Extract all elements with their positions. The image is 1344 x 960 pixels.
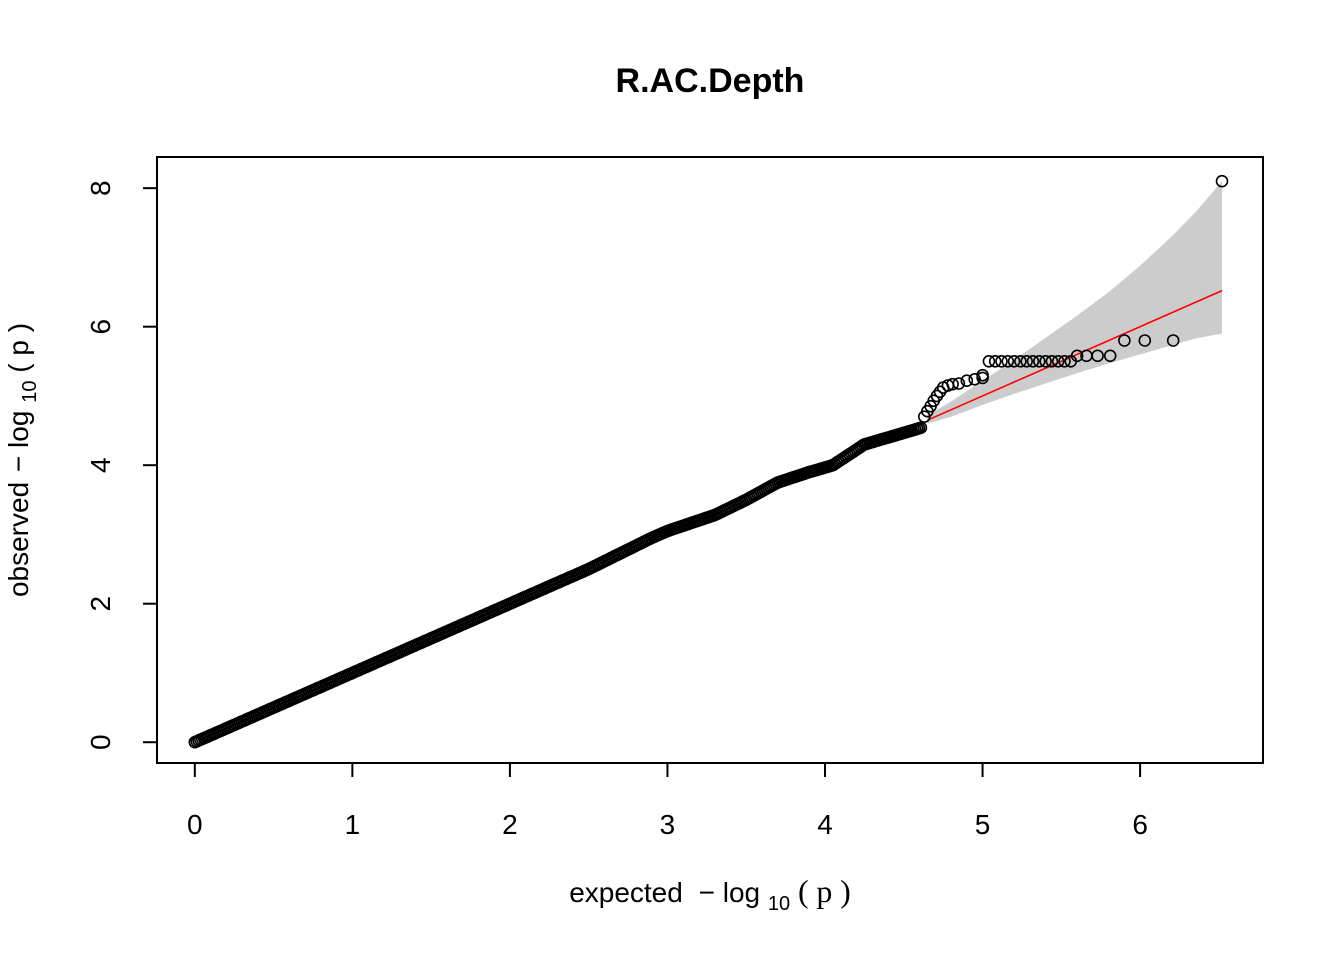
point bbox=[1039, 354, 1052, 368]
y-tick-label: 6 bbox=[85, 319, 116, 335]
y-axis-label-open: ( bbox=[3, 363, 34, 373]
point bbox=[914, 421, 928, 435]
x-tick-label: 6 bbox=[1132, 809, 1148, 840]
y-axis: 0 2 4 6 8 bbox=[85, 180, 158, 750]
point bbox=[1166, 334, 1180, 347]
point bbox=[1026, 354, 1040, 368]
x-axis-label-prefix: expected bbox=[569, 877, 683, 908]
point bbox=[946, 377, 959, 391]
points-layer bbox=[188, 174, 1229, 749]
point bbox=[1051, 354, 1065, 368]
point bbox=[952, 377, 966, 390]
point bbox=[1103, 349, 1117, 363]
point bbox=[1020, 354, 1033, 368]
y-axis-label-close: ) bbox=[3, 323, 34, 332]
x-tick-label: 4 bbox=[817, 809, 833, 840]
point bbox=[1138, 334, 1152, 347]
point bbox=[1001, 354, 1015, 368]
y-axis-label-sub: 10 bbox=[19, 381, 41, 403]
y-tick-label: 0 bbox=[85, 734, 116, 750]
point bbox=[988, 354, 1002, 368]
x-axis-label-open: ( bbox=[798, 873, 809, 909]
x-axis: 0 1 2 3 4 5 6 bbox=[187, 762, 1148, 840]
point bbox=[1091, 349, 1104, 363]
x-axis-label-log: log bbox=[723, 877, 760, 908]
reference-line bbox=[927, 289, 1223, 421]
confidence-band bbox=[927, 181, 1222, 424]
x-tick-label: 1 bbox=[345, 809, 361, 840]
y-axis-label-var: p bbox=[3, 340, 34, 356]
point bbox=[1070, 349, 1084, 363]
point bbox=[982, 354, 996, 368]
x-tick-label: 3 bbox=[660, 809, 676, 840]
y-tick-label: 2 bbox=[85, 596, 116, 612]
point bbox=[1118, 334, 1131, 347]
point bbox=[960, 374, 974, 388]
point bbox=[1014, 354, 1027, 368]
plot-frame bbox=[156, 156, 1264, 764]
x-tick-label: 0 bbox=[187, 809, 203, 840]
point bbox=[1045, 354, 1059, 368]
reference-line-layer bbox=[927, 289, 1223, 421]
y-axis-label: observed − log 10 ( p ) bbox=[3, 323, 42, 597]
confidence-band-layer bbox=[927, 181, 1222, 424]
point bbox=[976, 368, 989, 382]
point bbox=[1215, 174, 1229, 188]
y-axis-label-log: log bbox=[3, 411, 34, 448]
x-tick-label: 5 bbox=[975, 809, 991, 840]
point bbox=[1007, 354, 1021, 368]
x-axis-label-minus: − bbox=[699, 877, 715, 908]
point bbox=[1058, 354, 1071, 368]
chart-title: R.AC.Depth bbox=[616, 62, 805, 100]
point bbox=[995, 354, 1008, 368]
x-axis-label-close: ) bbox=[840, 873, 851, 909]
point bbox=[1033, 354, 1046, 368]
x-axis-label: expected − log 10 ( p ) bbox=[569, 873, 851, 916]
x-axis-label-sub: 10 bbox=[768, 893, 790, 915]
x-axis-label-var: p bbox=[816, 873, 832, 909]
y-axis-label-minus: − bbox=[3, 456, 34, 472]
y-axis-label-prefix: observed bbox=[3, 482, 34, 597]
y-tick-label: 4 bbox=[85, 457, 116, 473]
x-tick-label: 2 bbox=[502, 809, 518, 840]
y-tick-label: 8 bbox=[85, 180, 116, 196]
